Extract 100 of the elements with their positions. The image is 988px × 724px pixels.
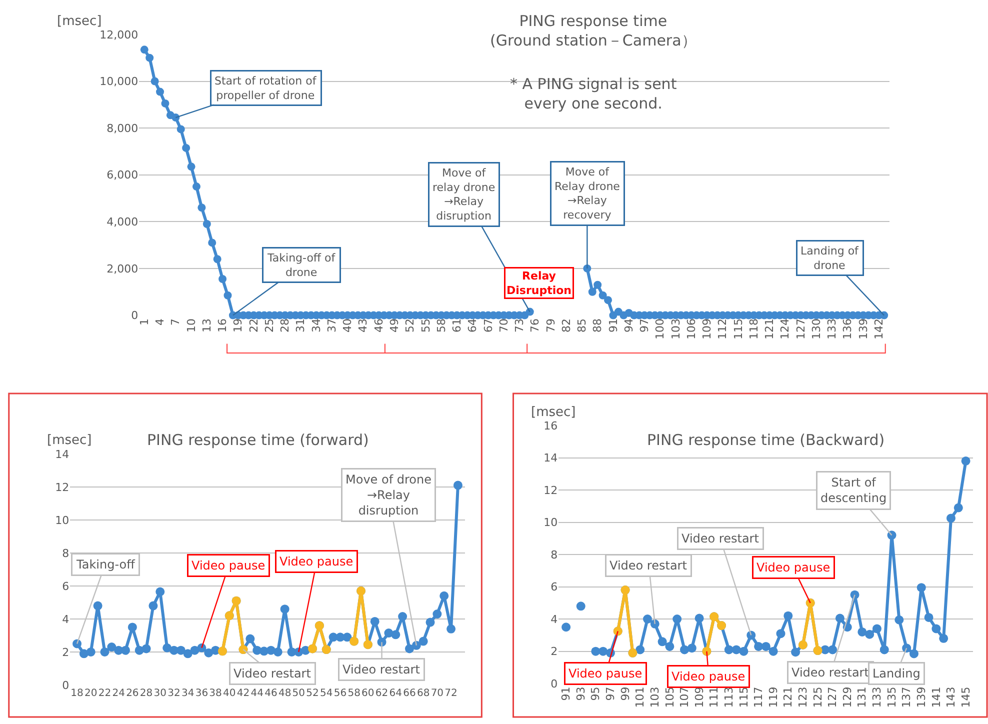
x-tick-label: 97 [638, 318, 652, 332]
chart-subtitle: (Ground station－Camera） [490, 32, 696, 50]
point [650, 619, 660, 628]
x-tick-label: 61 [450, 318, 464, 332]
point [828, 645, 838, 654]
y-tick-label: 16 [544, 419, 558, 432]
y-tick-label: 10 [544, 516, 558, 530]
x-tick-label: 37 [325, 318, 338, 332]
x-tick-label: 133 [870, 686, 884, 708]
y-tick-label: 6 [62, 580, 70, 593]
point [440, 591, 449, 600]
x-tick-label: 93 [574, 686, 588, 701]
point [954, 503, 963, 512]
point [562, 622, 571, 632]
annotation: Taking-off [76, 558, 136, 572]
point [142, 644, 151, 654]
point [672, 614, 682, 624]
x-tick-label: 48 [278, 688, 292, 700]
x-tick-label: 127 [794, 318, 808, 340]
x-tick-label: 127 [826, 686, 840, 708]
x-tick-label: 143 [944, 686, 958, 708]
point [791, 648, 800, 657]
chart-title: PING response time [519, 12, 668, 30]
y-tick-label: 8 [550, 548, 558, 562]
annotation: Taking-off of drone [266, 252, 336, 279]
point [776, 629, 786, 638]
annotation: Video restart [682, 532, 760, 546]
annotation: Move of relay drone →Relay disruption [432, 166, 496, 222]
point [658, 637, 667, 646]
point [446, 624, 456, 634]
y-tick-label: 8,000 [106, 122, 138, 135]
x-tick-label: 139 [914, 686, 928, 708]
x-tick-label: 103 [648, 686, 662, 708]
x-tick-label: 94 [622, 318, 636, 332]
y-tick-label: 12 [55, 480, 70, 494]
x-tick-label: 10 [184, 318, 198, 332]
x-tick-label: 46 [264, 688, 278, 700]
y-axis-title: [msec] [531, 405, 576, 420]
annotation: Video restart [342, 662, 420, 676]
x-tick-label: 66 [403, 688, 416, 700]
annotation: Video restart [234, 666, 312, 680]
x-tick-label: 24 [112, 688, 125, 700]
point [754, 642, 764, 651]
point [946, 514, 956, 523]
chart-title: PING response time (forward) [147, 431, 369, 449]
x-tick-label: 123 [796, 686, 810, 708]
x-tick-label: 136 [841, 318, 854, 340]
point [273, 647, 282, 656]
x-tick-label: 25 [262, 318, 276, 332]
x-tick-label: 13 [200, 318, 214, 332]
x-tick-label: 85 [576, 318, 589, 332]
x-tick-label: 30 [154, 688, 166, 700]
x-tick-label: 18 [70, 688, 84, 700]
point [342, 632, 352, 642]
x-tick-label: 38 [209, 688, 222, 700]
x-tick-label: 121 [763, 318, 776, 340]
x-tick-label: 34 [181, 688, 194, 700]
y-tick-label: 6 [550, 580, 558, 594]
y-tick-label: 4 [62, 612, 70, 626]
point [694, 614, 704, 623]
x-tick-label: 135 [885, 686, 898, 708]
point [835, 614, 844, 623]
x-tick-label: 26 [126, 688, 139, 700]
x-tick-label: 4 [154, 318, 167, 326]
y-axis-title: [msec] [57, 14, 102, 29]
point [156, 587, 165, 596]
x-tick-label: 67 [482, 318, 495, 332]
x-tick-label: 125 [811, 686, 824, 708]
annotation: Move of Relay drone →Relay recovery [554, 166, 620, 222]
x-tick-label: 64 [389, 688, 402, 700]
x-tick-label: 70 [430, 688, 444, 700]
point [687, 644, 696, 653]
point [939, 634, 948, 643]
x-tick-label: 73 [513, 318, 526, 332]
x-tick-label: 121 [782, 686, 795, 708]
x-tick-label: 16 [216, 318, 230, 332]
point [872, 624, 882, 634]
x-tick-label: 20 [84, 688, 98, 700]
point [932, 624, 941, 634]
x-tick-label: 107 [678, 686, 692, 708]
y-tick-label: 2,000 [106, 262, 138, 276]
point [636, 645, 645, 654]
x-tick-label: 40 [341, 318, 354, 332]
x-tick-label: 139 [856, 318, 870, 340]
x-tick-label: 34 [310, 318, 323, 332]
point [121, 646, 130, 655]
point [426, 618, 435, 627]
x-tick-label: 133 [826, 318, 839, 340]
annotation: Video pause [568, 666, 642, 680]
y-tick-label: 2 [62, 646, 70, 659]
point [909, 649, 918, 658]
x-tick-label: 60 [362, 688, 374, 700]
point [784, 611, 793, 620]
y-tick-label: 14 [544, 452, 558, 465]
x-tick-label: 72 [444, 688, 458, 700]
x-tick-label: 99 [618, 686, 632, 701]
x-tick-label: 111 [708, 686, 721, 708]
point [680, 645, 689, 654]
x-tick-label: 100 [654, 318, 667, 340]
x-tick-label: 68 [416, 688, 430, 700]
